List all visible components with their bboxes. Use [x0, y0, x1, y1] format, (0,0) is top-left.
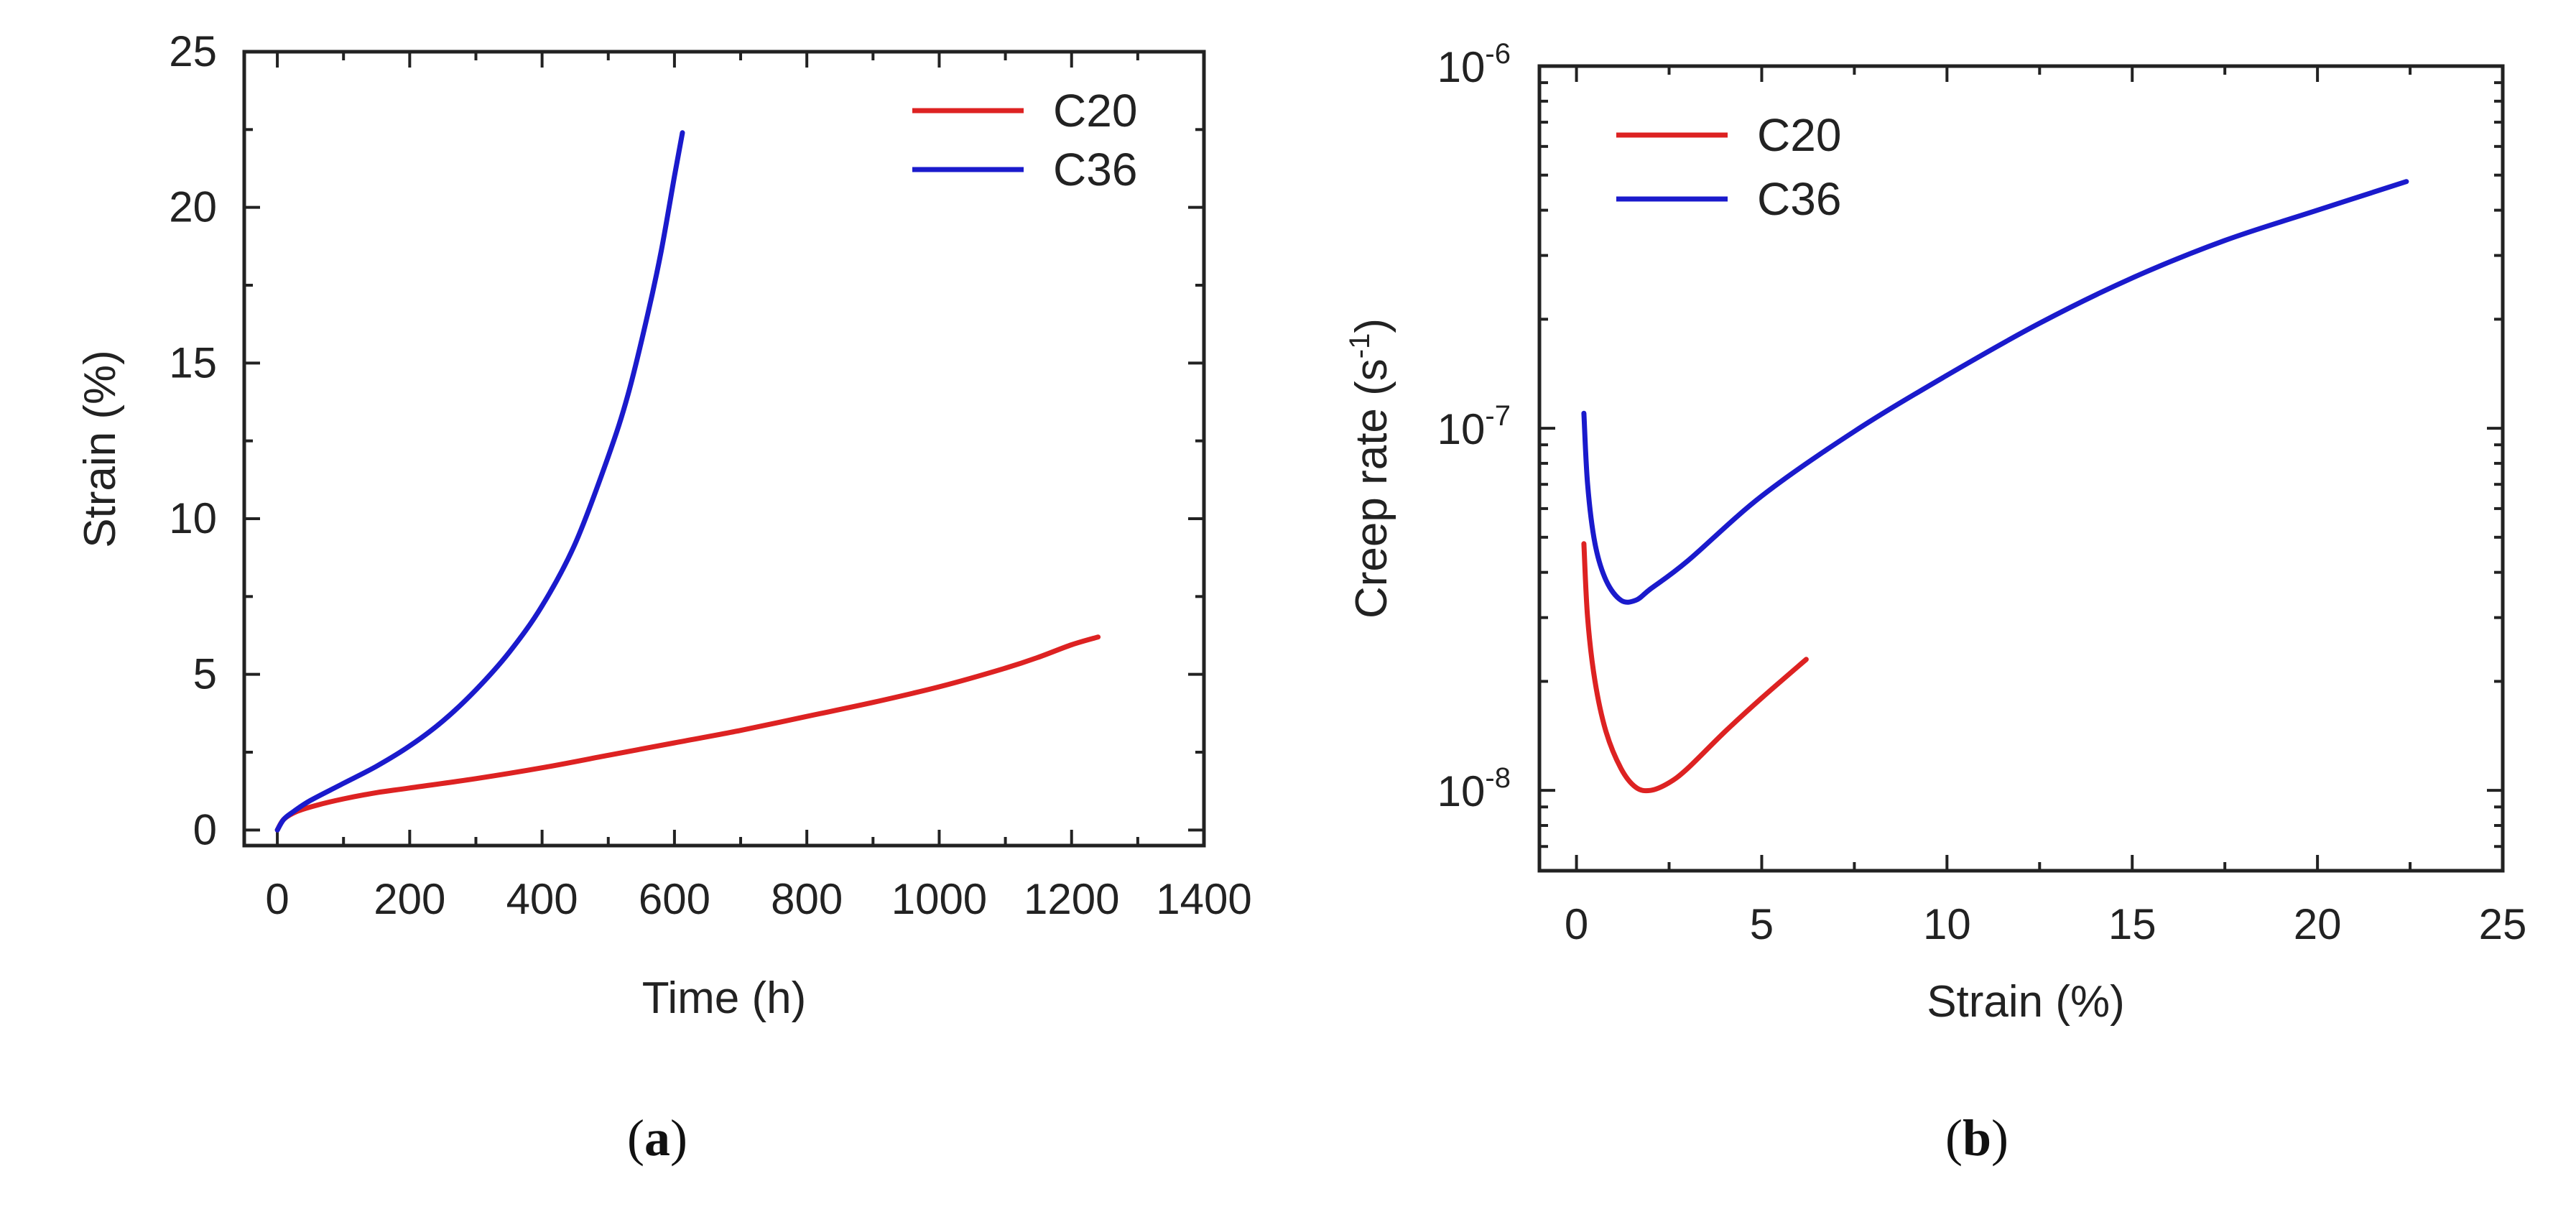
legend-label-c36: C36 [1053, 144, 1137, 195]
panel-a-plot-frame [242, 50, 1206, 848]
panel-a-tick-labels: 0 200 400 600 800 1000 1200 1400 0 5 10 15 20 25 [169, 27, 1251, 923]
y-tick-label: 10-6 [1437, 38, 1511, 91]
x-tick-label: 25 [2479, 900, 2527, 948]
x-tick-label: 600 [639, 875, 710, 923]
panel-a-legend: C20 C36 [912, 85, 1137, 195]
panel-b-y-axis-title-main: Creep rate (s [1347, 358, 1396, 619]
y-tick-label: 5 [193, 650, 217, 698]
y-tick-label: 10 [169, 494, 217, 542]
panel-b-label-letter: b [1963, 1109, 1991, 1167]
x-tick-label: 20 [2294, 900, 2342, 948]
panel-b-ticks [1539, 65, 2504, 872]
y-tick-label: 25 [169, 27, 217, 75]
panel-b-plot-frame [1537, 64, 2505, 873]
panel-b-y-axis-title: Creep rate (s-1) [1344, 318, 1396, 619]
x-tick-label: 400 [506, 875, 578, 923]
panel-b-legend: C20 C36 [1616, 109, 1841, 225]
panel-b: 0 5 10 15 20 25 10-8 10-7 10-6 C20 C36 Strain (%… [1344, 38, 2526, 1167]
x-tick-label: 200 [374, 875, 445, 923]
panel-b-curves [1581, 179, 2409, 794]
x-tick-label: 1200 [1024, 875, 1119, 923]
x-tick-label: 15 [2108, 900, 2156, 948]
y-tick-label: 20 [169, 183, 217, 231]
legend-label-c36: C36 [1757, 173, 1841, 225]
x-tick-label: 0 [265, 875, 289, 923]
panel-b-label: (b) [1945, 1109, 2009, 1167]
panel-a-x-axis-title: Time (h) [642, 973, 806, 1023]
y-tick-label: 0 [193, 805, 217, 853]
series-line-c36 [274, 130, 685, 833]
panel-a-label: (a) [627, 1109, 687, 1167]
legend-label-c20: C20 [1757, 109, 1841, 161]
x-tick-label: 5 [1750, 900, 1774, 948]
x-tick-label: 10 [1923, 900, 1971, 948]
legend-label-c20: C20 [1053, 85, 1137, 136]
y-tick-label: 10-8 [1437, 762, 1511, 815]
panel-a-y-axis-title: Strain (%) [75, 350, 125, 548]
x-tick-label: 0 [1565, 900, 1588, 948]
panel-b-y-axis-title-superscript: -1 [1344, 333, 1376, 359]
panel-b-x-axis-title: Strain (%) [1927, 977, 2125, 1027]
panel-b-y-axis-title-suffix: ) [1347, 318, 1396, 333]
panel-a: 0 200 400 600 800 1000 1200 1400 0 5 10 15 20 25 C20 … [75, 27, 1252, 1167]
series-line-c20 [1581, 541, 1809, 794]
series-line-c36 [1581, 179, 2409, 605]
panel-a-ticks [244, 50, 1205, 846]
series-line-c20 [274, 634, 1101, 833]
x-tick-label: 1000 [891, 875, 987, 923]
panel-a-curves [274, 130, 1101, 833]
panel-b-tick-labels: 0 5 10 15 20 25 10-8 10-7 10-6 [1437, 38, 2527, 948]
x-tick-label: 1400 [1156, 875, 1251, 923]
y-tick-label: 15 [169, 338, 217, 387]
x-tick-label: 800 [771, 875, 843, 923]
panel-a-label-letter: a [644, 1109, 670, 1167]
y-tick-label: 10-7 [1437, 400, 1511, 453]
